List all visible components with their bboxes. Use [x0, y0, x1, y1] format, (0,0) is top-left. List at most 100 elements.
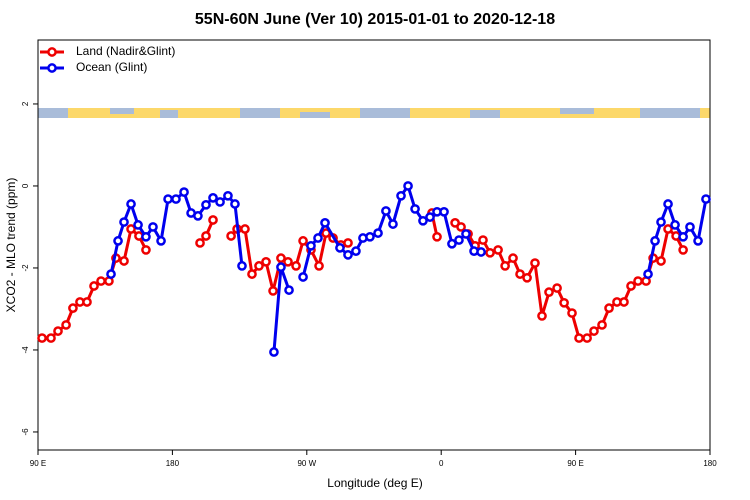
chart-title: 55N-60N June (Ver 10) 2015-01-01 to 2020… — [195, 11, 555, 28]
point — [126, 199, 136, 209]
x-tick-label: 90 E — [567, 459, 583, 468]
point — [643, 269, 653, 279]
point — [552, 283, 562, 293]
point — [626, 281, 636, 291]
x-tick-label: 180 — [166, 459, 180, 468]
point — [515, 269, 525, 279]
point — [133, 220, 143, 230]
point — [223, 190, 233, 201]
point — [276, 253, 286, 263]
x-tick-label: 0 — [439, 459, 444, 468]
point — [298, 236, 308, 246]
x-tick-label: 90 E — [30, 459, 46, 468]
point — [508, 253, 518, 263]
point — [365, 231, 375, 242]
point — [351, 246, 361, 256]
point — [633, 276, 643, 286]
point — [119, 256, 129, 266]
point — [291, 261, 301, 271]
point — [567, 308, 577, 318]
legend-marker — [47, 63, 57, 73]
point — [230, 199, 240, 209]
point — [306, 240, 316, 251]
point — [373, 228, 383, 238]
point — [537, 311, 547, 321]
point — [215, 197, 225, 207]
point — [208, 193, 218, 203]
y-tick-label: -2 — [21, 264, 30, 272]
point — [388, 219, 398, 229]
y-tick-label: 0 — [21, 183, 30, 188]
point — [597, 320, 607, 330]
point — [559, 297, 569, 308]
point — [298, 272, 308, 282]
point — [171, 194, 181, 204]
point — [343, 238, 353, 248]
point — [381, 206, 391, 216]
point — [226, 231, 236, 241]
x-tick-label: 180 — [703, 459, 717, 468]
point — [163, 194, 173, 204]
point — [283, 256, 293, 267]
point — [193, 211, 203, 221]
point — [268, 286, 278, 296]
point — [410, 204, 420, 214]
point — [454, 235, 464, 245]
point — [53, 326, 63, 336]
point — [476, 247, 486, 257]
point — [604, 303, 614, 313]
legend-marker — [47, 47, 57, 57]
point — [582, 333, 592, 343]
point — [500, 261, 510, 271]
point — [195, 238, 205, 248]
point — [179, 187, 189, 197]
point — [485, 247, 495, 258]
point — [461, 229, 471, 239]
point — [619, 297, 629, 307]
legend-label: Ocean (Glint) — [76, 60, 147, 74]
point — [456, 222, 466, 232]
point — [156, 236, 166, 246]
point — [201, 231, 211, 241]
point — [313, 233, 323, 243]
point — [201, 199, 211, 210]
point — [126, 224, 136, 234]
point — [656, 217, 666, 227]
point — [141, 231, 151, 242]
x-axis-label: Longitude (deg E) — [327, 476, 422, 490]
point — [403, 181, 413, 191]
point — [314, 261, 324, 271]
point — [254, 261, 264, 271]
point — [544, 287, 554, 297]
point — [447, 238, 457, 249]
point — [650, 236, 660, 246]
point — [61, 320, 71, 330]
point — [522, 272, 532, 283]
point — [693, 236, 703, 246]
point — [82, 297, 92, 307]
point — [493, 245, 503, 255]
point — [269, 347, 279, 357]
point — [237, 261, 247, 271]
y-axis-label: XCO2 - MLO trend (ppm) — [4, 178, 18, 313]
point — [335, 243, 345, 253]
point — [574, 333, 584, 343]
point — [261, 256, 271, 267]
plot-frame — [37, 39, 711, 451]
point — [247, 269, 257, 279]
point — [678, 245, 688, 255]
point — [656, 256, 666, 266]
legend-label: Land (Nadir&Glint) — [76, 44, 175, 58]
y-tick-label: -4 — [21, 346, 30, 354]
point — [425, 212, 435, 222]
point — [46, 333, 56, 343]
x-tick-label: 90 W — [297, 459, 316, 468]
point — [141, 245, 151, 255]
point — [663, 199, 673, 209]
point — [240, 224, 250, 234]
series-line — [109, 182, 708, 353]
point — [89, 281, 99, 291]
point — [678, 231, 688, 242]
point — [701, 194, 711, 204]
